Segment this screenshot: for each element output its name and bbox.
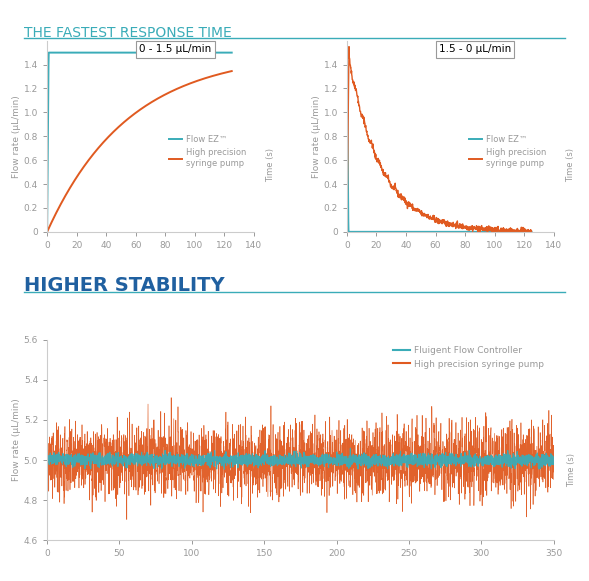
Text: HIGHER STABILITY: HIGHER STABILITY: [24, 276, 224, 295]
Y-axis label: Flow rate (μL/min): Flow rate (μL/min): [12, 95, 21, 178]
Text: Time (s): Time (s): [565, 148, 575, 182]
Y-axis label: Flow rate (μL/min): Flow rate (μL/min): [312, 95, 321, 178]
Text: Time (s): Time (s): [266, 148, 275, 182]
Legend: Fluigent Flow Controller, High precision syringe pump: Fluigent Flow Controller, High precision…: [393, 346, 544, 368]
Text: THE FASTEST RESPONSE TIME: THE FASTEST RESPONSE TIME: [24, 26, 231, 40]
Legend: Flow EZ™, High precision
syringe pump: Flow EZ™, High precision syringe pump: [466, 132, 550, 171]
Text: 1.5 - 0 μL/min: 1.5 - 0 μL/min: [439, 45, 511, 55]
Y-axis label: Flow rate (μL/min): Flow rate (μL/min): [12, 399, 21, 481]
Text: Time (s): Time (s): [567, 453, 576, 487]
Text: 0 - 1.5 μL/min: 0 - 1.5 μL/min: [139, 45, 211, 55]
Legend: Flow EZ™, High precision
syringe pump: Flow EZ™, High precision syringe pump: [166, 132, 250, 171]
